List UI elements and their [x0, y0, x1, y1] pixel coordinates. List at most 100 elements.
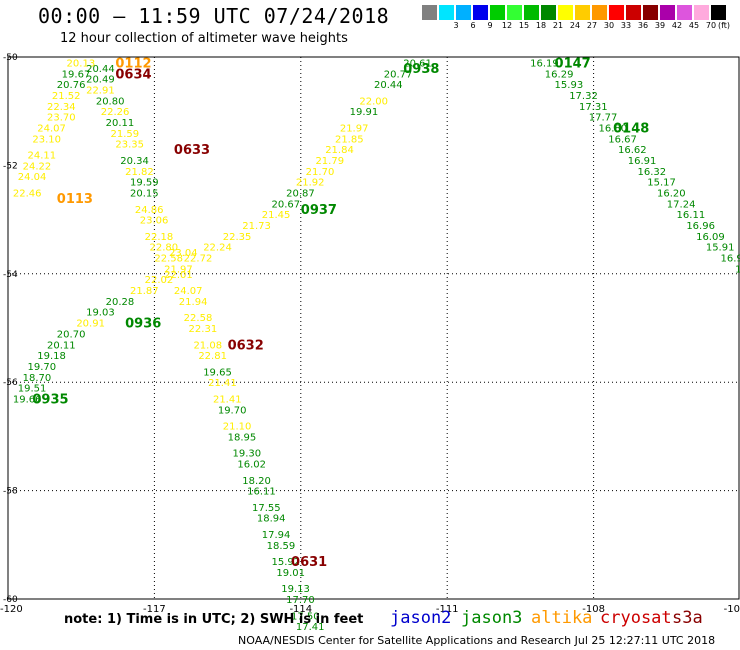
wave-height-value: 16.67: [608, 134, 637, 145]
pass-time-label: 0936: [125, 317, 161, 332]
color-scale-swatch: [592, 5, 608, 20]
wave-height-value: 21.10: [223, 422, 252, 433]
wave-height-value: 17.32: [569, 91, 598, 102]
wave-height-value: 21.79: [315, 156, 344, 167]
color-scale-swatch: [660, 5, 676, 20]
wave-height-value: 22.81: [198, 351, 227, 362]
color-scale-swatch: [507, 5, 523, 20]
x-tick-label: -114: [289, 604, 312, 615]
wave-height-value: 21.94: [179, 297, 208, 308]
wave-height-value: 20.80: [96, 96, 125, 107]
wave-height-value: 20.49: [86, 75, 115, 86]
wave-height-value: 20.76: [57, 80, 86, 91]
wave-height-value: 16.80: [598, 123, 627, 134]
color-scale-swatch: [541, 5, 557, 20]
wave-height-value: 20.15: [130, 189, 159, 200]
pass-time-label: 0147: [555, 56, 591, 71]
wave-height-value: 21.87: [130, 286, 159, 297]
wave-height-value: 17.31: [579, 102, 608, 113]
y-tick-label: -52: [3, 161, 18, 171]
wave-height-value: 22.91: [86, 86, 115, 97]
wave-height-value: 16.11: [247, 487, 276, 498]
wave-height-value: 22.18: [145, 232, 174, 243]
pass-time-label: 0632: [228, 338, 264, 353]
wave-height-value: 16.20: [657, 189, 686, 200]
wave-height-value: 19.91: [350, 107, 379, 118]
wave-height-value: 17.50: [291, 611, 320, 622]
credit-footer: NOAA/NESDIS Center for Satellite Applica…: [238, 634, 716, 647]
color-scale-swatch: [456, 5, 472, 20]
color-scale-swatch: [422, 5, 438, 20]
color-scale-swatch: [473, 5, 489, 20]
wave-height-value: 19.03: [86, 308, 115, 319]
wave-height-value: 20.28: [106, 297, 135, 308]
wave-height-value: 24.86: [135, 205, 164, 216]
pass-time-label: 0148: [613, 121, 649, 136]
wave-height-value: 16.: [735, 264, 740, 275]
wave-height-value: 23.35: [115, 140, 144, 151]
wave-height-value: 17.70: [286, 595, 315, 606]
wave-height-value: 24.07: [37, 123, 66, 134]
wave-height-value: 15.92: [272, 557, 301, 568]
wave-height-value: 17.41: [296, 622, 325, 633]
wave-height-value: 16.09: [696, 232, 725, 243]
wave-height-value: 22.24: [203, 243, 232, 254]
wave-height-value: 18.20: [242, 476, 271, 487]
wave-height-value: 22.31: [189, 324, 218, 335]
wave-height-value: 16.91: [628, 156, 657, 167]
pass-time-label: 0631: [291, 555, 327, 570]
wave-height-value: 16.11: [677, 210, 706, 221]
wave-height-value: 21.97: [340, 123, 369, 134]
wave-height-value: 17.77: [589, 113, 618, 124]
wave-height-value: 21.41: [213, 394, 242, 405]
wave-height-value: 19.70: [218, 405, 247, 416]
wave-height-value: 20.61: [403, 58, 432, 69]
wave-height-value: 20.44: [374, 80, 403, 91]
wave-height-value: 21.85: [335, 134, 364, 145]
color-scale-swatch: [490, 5, 506, 20]
wave-height-value: 24.07: [174, 286, 203, 297]
color-scale-label: 24: [569, 21, 581, 30]
wave-height-value: 20.67: [272, 199, 301, 210]
y-tick-label: -56: [3, 378, 18, 388]
plot-frame: [7, 56, 740, 600]
color-scale-swatch: [609, 5, 625, 20]
wave-height-value: 21.92: [296, 178, 325, 189]
legend-entry-jason3: jason3: [461, 608, 523, 628]
wave-height-value: 20.44: [86, 64, 115, 75]
wave-height-value: 19.13: [281, 584, 310, 595]
color-scale-label: 33: [620, 21, 632, 30]
wave-height-value: 23.70: [47, 113, 76, 124]
color-scale-label: 18: [535, 21, 547, 30]
wave-height-value: 19.67: [62, 69, 91, 80]
chart-subtitle: 12 hour collection of altimeter wave hei…: [60, 31, 348, 46]
wave-height-value: 21.73: [242, 221, 271, 232]
color-scale-swatch: [626, 5, 642, 20]
wave-height-value: 19.18: [37, 351, 66, 362]
pass-time-label: 0633: [174, 143, 210, 158]
wave-height-value: 21.45: [262, 210, 291, 221]
color-scale-label: 9: [487, 21, 493, 30]
x-tick-label: -108: [582, 604, 605, 615]
pass-time-label: 0938: [403, 62, 439, 77]
wave-height-value: 22.00: [359, 96, 388, 107]
pass-time-label: 0935: [32, 392, 68, 407]
color-scale-label: 6: [470, 21, 476, 30]
color-scale-swatch: [643, 5, 659, 20]
wave-height-value: 16.19: [530, 58, 559, 69]
y-tick-label: -50: [3, 53, 18, 63]
wave-height-value: 22.58: [184, 313, 213, 324]
color-scale-swatch: [524, 5, 540, 20]
wave-height-value: 16.29: [545, 69, 574, 80]
color-scale-label: 12: [501, 21, 513, 30]
wave-height-value: 19.70: [28, 362, 57, 373]
wave-height-value: 22.80: [150, 243, 179, 254]
x-tick-label: -117: [143, 604, 166, 615]
color-scale-swatch: [694, 5, 710, 20]
wave-height-value: 19.59: [130, 178, 159, 189]
color-scale-label: 27: [586, 21, 598, 30]
color-scale-swatch: [439, 5, 455, 20]
wave-height-value: 16.95: [720, 254, 740, 265]
color-scale-swatch: [677, 5, 693, 20]
wave-height-value: 20.13: [67, 58, 96, 69]
